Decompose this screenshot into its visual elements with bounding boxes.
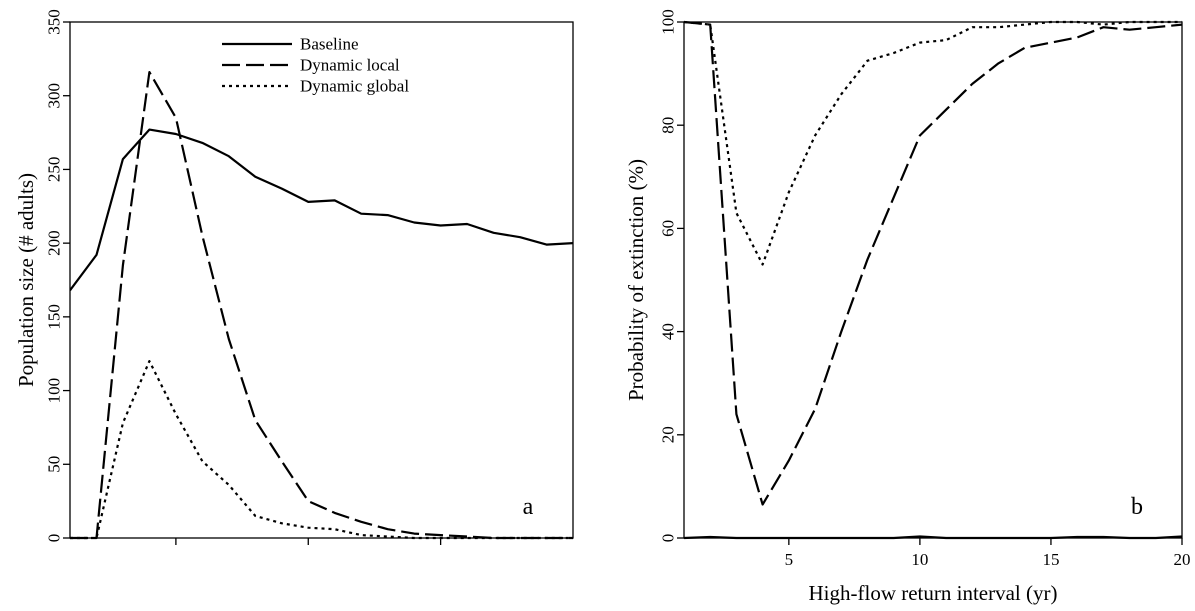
y-tick-label: 60 <box>659 220 678 237</box>
series-baseline-line <box>684 535 1182 540</box>
y-tick-label: 250 <box>45 157 64 183</box>
plot-frame <box>683 21 1183 539</box>
y-tick-label: 100 <box>45 378 64 404</box>
y-axis-title: Population size (# adults) <box>14 173 38 387</box>
y-tick-label: 300 <box>45 83 64 109</box>
legend-entry: Dynamic global <box>300 77 409 96</box>
x-tick-label: 20 <box>1174 550 1191 569</box>
series-baseline-line <box>70 128 573 291</box>
y-tick-label: 150 <box>45 304 64 330</box>
y-tick-label: 40 <box>659 323 678 340</box>
legend-entry: Baseline <box>300 35 359 54</box>
panel-b: 0 20 40 60 80 100 5 10 15 20 Probability of extinc… <box>624 9 1191 605</box>
x-tick-label: 5 <box>785 550 794 569</box>
x-tick-label: 15 <box>1042 550 1059 569</box>
panel-a: 0 50 100 150 200 250 300 350 Population size (# … <box>14 9 574 545</box>
panel-label: a <box>523 494 534 520</box>
y-tick-label: 0 <box>45 534 64 543</box>
x-tick-label: 10 <box>911 550 928 569</box>
x-axis-title: High-flow return interval (yr) <box>809 581 1058 605</box>
y-tick-label: 20 <box>659 426 678 443</box>
series-dynamic-global-line <box>70 360 573 540</box>
series-dynamic-local-line <box>70 70 573 540</box>
y-tick-label: 200 <box>45 230 64 256</box>
y-tick-label: 50 <box>45 456 64 473</box>
panel-label: b <box>1131 494 1143 520</box>
plot-frame <box>69 21 574 539</box>
y-tick-label: 350 <box>45 9 64 35</box>
y-tick-label: 80 <box>659 117 678 134</box>
y-tick-label: 0 <box>659 534 678 543</box>
y-axis-title: Probability of extinction (%) <box>624 159 648 401</box>
y-tick-label: 100 <box>659 9 678 35</box>
series-dynamic-local-line <box>684 20 1182 506</box>
series-dynamic-global-line <box>684 20 1182 266</box>
legend-entry: Dynamic local <box>300 56 400 75</box>
